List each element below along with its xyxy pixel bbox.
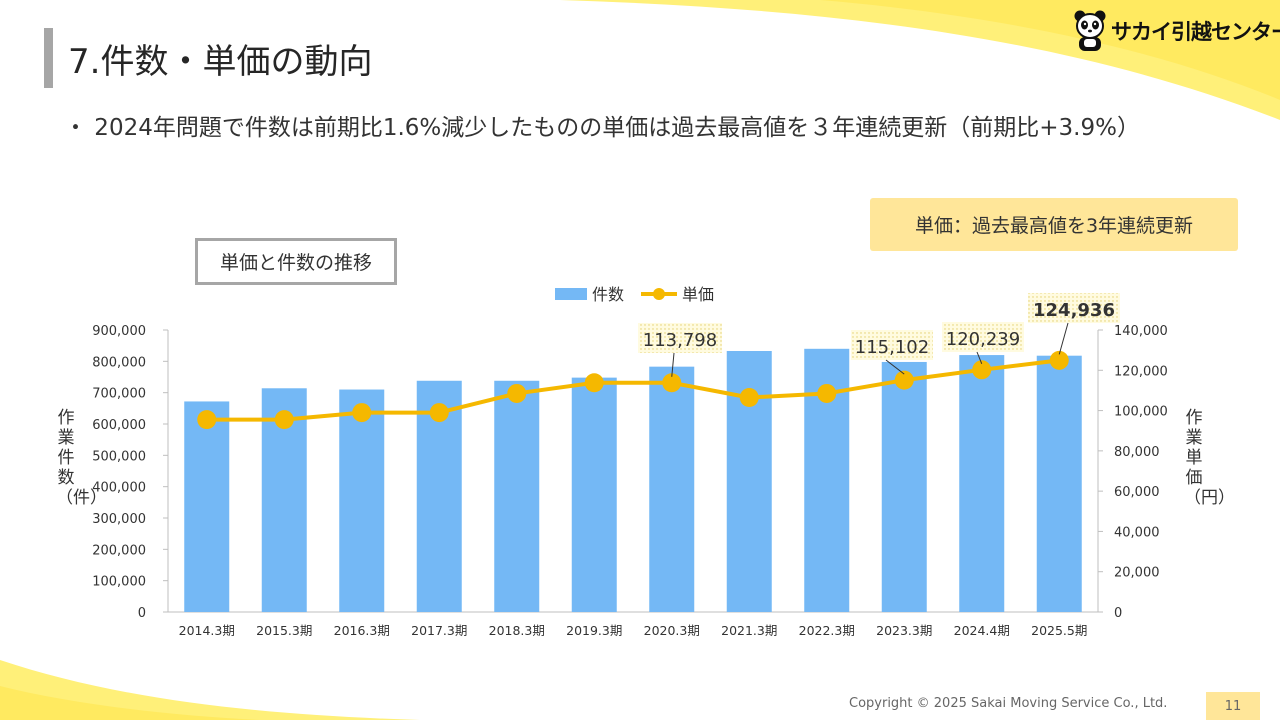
bar: [571, 377, 617, 612]
x-tick-label: 2021.3期: [721, 623, 777, 638]
panda-icon: [1074, 10, 1106, 51]
logo-text: サカイ引越センター: [1111, 20, 1280, 44]
legend-line-label: 単価: [682, 285, 714, 304]
callout-text: 単価：過去最高値を3年連続更新: [914, 215, 1194, 237]
annotation-leader: [1058, 322, 1069, 355]
price-point: [662, 373, 682, 393]
copyright-text: Copyright © 2025 Sakai Moving Service Co…: [849, 696, 1168, 711]
annotation-label: 120,239: [946, 329, 1020, 350]
y-left-tick-label: 600,000: [92, 418, 146, 433]
bar: [649, 366, 695, 612]
y-left-tick-label: 300,000: [92, 512, 146, 527]
y-left-tick-label: 0: [138, 606, 146, 621]
annotation-leader: [976, 351, 983, 364]
price-point: [894, 370, 914, 390]
x-tick-label: 2016.3期: [334, 623, 390, 638]
x-tick-label: 2025.5期: [1031, 623, 1087, 638]
price-line: [206, 358, 1060, 422]
x-tick-label: 2015.3期: [256, 623, 312, 638]
price-point: [507, 383, 527, 403]
page-title: 7.件数・単価の動向: [68, 42, 373, 82]
bar: [494, 380, 540, 612]
y-right-tick-label: 120,000: [1114, 364, 1168, 379]
y-right-tick-label: 40,000: [1114, 525, 1160, 540]
summary-bullet: ・ 2024年問題で件数は前期比1.6%減少したものの単価は過去最高値を３年連続…: [64, 115, 1140, 141]
annotation-box: [1028, 293, 1120, 323]
price-point: [1049, 350, 1069, 370]
y-left-tick-label: 700,000: [92, 387, 146, 402]
y-right-tick-label: 0: [1114, 606, 1122, 621]
annotation-leader: [671, 352, 675, 377]
price-point: [429, 403, 449, 423]
annotation-box: [942, 322, 1024, 352]
y-right-tick-label: 80,000: [1114, 445, 1160, 460]
y-right-tick-label: 140,000: [1114, 324, 1168, 339]
legend-bar-swatch: [555, 288, 587, 300]
bar: [959, 355, 1005, 612]
x-tick-label: 2024.4期: [954, 623, 1010, 638]
y-left-tick-label: 900,000: [92, 324, 146, 339]
y-right-tick-label: 60,000: [1114, 485, 1160, 500]
price-point: [817, 383, 837, 403]
price-point: [274, 410, 294, 430]
x-tick-label: 2017.3期: [411, 623, 467, 638]
y-axis-left-label: 作業件数（件）: [56, 408, 107, 508]
price-point: [972, 360, 992, 380]
y-left-tick-label: 500,000: [92, 449, 146, 464]
x-tick-label: 2014.3期: [179, 623, 235, 638]
bar: [881, 361, 927, 612]
x-tick-label: 2019.3期: [566, 623, 622, 638]
title-accent-bar: [44, 28, 53, 88]
y-axis-right-label: 作業単価（円）: [1184, 408, 1235, 508]
annotation-box: [851, 330, 933, 360]
x-tick-label: 2020.3期: [644, 623, 700, 638]
bar: [339, 389, 385, 612]
x-tick-label: 2023.3期: [876, 623, 932, 638]
bar: [184, 401, 230, 612]
page-number: 11: [1206, 692, 1260, 720]
callout-box: 単価：過去最高値を3年連続更新: [870, 198, 1238, 251]
y-right-tick-label: 20,000: [1114, 566, 1160, 581]
chart-title: 単価と件数の推移: [219, 252, 372, 274]
legend-bar-label: 件数: [592, 285, 624, 304]
price-point: [197, 410, 217, 430]
annotation-label: 115,102: [855, 337, 929, 358]
chart-title-box: 単価と件数の推移: [195, 238, 397, 285]
price-point: [584, 373, 604, 393]
annotation-label: 124,936: [1033, 300, 1115, 321]
x-tick-label: 2022.3期: [799, 623, 855, 638]
y-right-tick-label: 100,000: [1114, 405, 1168, 420]
page-number-text: 11: [1224, 698, 1242, 714]
annotation-label: 113,798: [643, 330, 717, 351]
y-left-tick-label: 200,000: [92, 543, 146, 558]
x-tick-label: 2018.3期: [489, 623, 545, 638]
annotation-box: [638, 323, 722, 353]
y-left-tick-label: 100,000: [92, 575, 146, 590]
y-left-tick-label: 800,000: [92, 355, 146, 370]
logo: サカイ引越センター: [1073, 8, 1280, 54]
bar: [1036, 355, 1082, 612]
y-left-tick-label: 400,000: [92, 481, 146, 496]
price-point: [739, 387, 759, 407]
legend-line-marker: [653, 288, 665, 300]
annotation-leader: [885, 359, 905, 375]
price-point: [352, 403, 372, 423]
